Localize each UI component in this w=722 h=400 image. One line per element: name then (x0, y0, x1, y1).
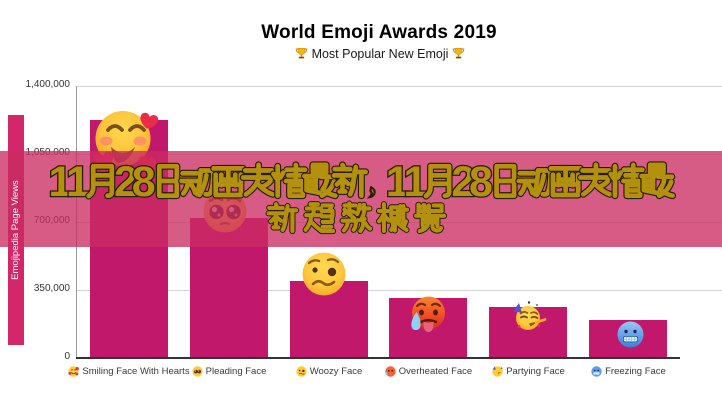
svg-text:2: 2 (451, 158, 475, 206)
svg-text:8: 8 (469, 158, 493, 206)
svg-text:1: 1 (403, 158, 427, 206)
svg-text:1: 1 (48, 158, 72, 206)
svg-text:8: 8 (132, 158, 156, 206)
svg-text:1: 1 (386, 158, 410, 206)
svg-text:2: 2 (114, 158, 138, 206)
svg-text:1: 1 (66, 158, 90, 206)
